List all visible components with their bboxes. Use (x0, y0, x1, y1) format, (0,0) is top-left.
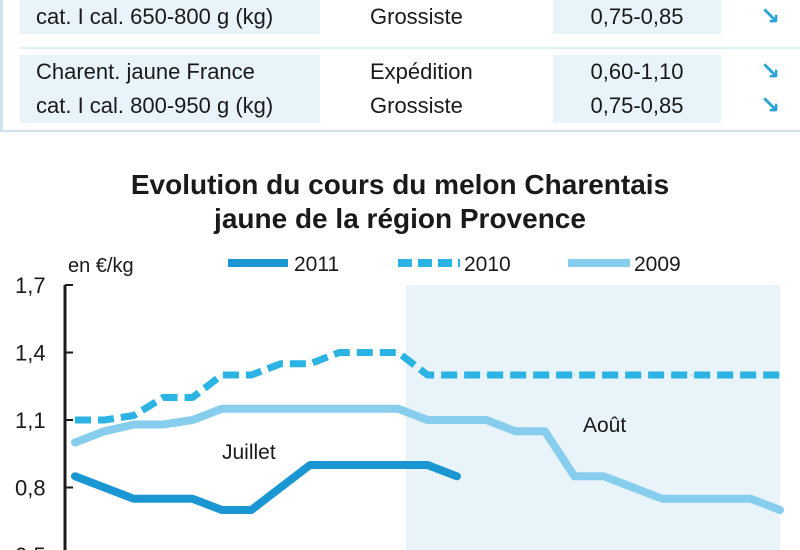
table-row: Charent. jaune France Expédition 0,60-1,… (20, 55, 800, 89)
data-point-2010 (74, 419, 76, 421)
data-point-2010 (662, 374, 663, 376)
data-point-2011 (309, 464, 311, 466)
data-point-2009 (162, 424, 164, 425)
product-cell: Charent. jaune France (20, 55, 320, 89)
data-point-2010 (103, 419, 105, 421)
product-cell: cat. I cal. 650-800 g (kg) (20, 0, 320, 34)
data-point-2011 (338, 464, 340, 466)
price-cell: 0,60-1,10 (553, 55, 721, 89)
data-point-2011 (427, 464, 428, 466)
data-point-2011 (280, 487, 282, 488)
series-line-2011 (71, 461, 461, 514)
data-point-2010 (338, 352, 340, 353)
data-point-2010 (632, 374, 634, 376)
data-point-2010 (779, 374, 781, 376)
down-arrow-icon: ↘ (759, 58, 781, 85)
stage-cell: Grossiste (370, 4, 463, 29)
data-point-2009 (280, 408, 282, 410)
data-point-2009 (544, 430, 546, 432)
table-left-border (0, 0, 3, 132)
data-point-2009 (368, 408, 370, 410)
data-point-2011 (221, 509, 223, 511)
data-point-2010 (309, 363, 311, 365)
data-point-2011 (74, 475, 76, 477)
period-label-august: Août (583, 414, 626, 437)
data-point-2009 (515, 430, 517, 432)
data-point-2010 (162, 397, 164, 398)
data-point-2009 (309, 408, 311, 410)
price-table: cat. I cal. 650-800 g (kg) Grossiste 0,7… (0, 0, 800, 132)
legend-label-2009: 2009 (634, 253, 681, 276)
period-label-july: Juillet (222, 441, 276, 464)
data-point-2009 (397, 408, 399, 410)
data-point-2009 (485, 419, 487, 421)
data-point-2009 (720, 498, 722, 500)
stage-cell: Expédition (370, 59, 473, 84)
chart-title-line2: jaune de la région Provence (214, 203, 586, 234)
data-point-2010 (280, 363, 282, 365)
data-point-2009 (691, 498, 693, 500)
data-point-2011 (456, 475, 458, 477)
data-point-2009 (250, 408, 252, 410)
table-row: cat. I cal. 800-950 g (kg) Grossiste 0,7… (20, 89, 800, 123)
data-point-2010 (691, 374, 693, 376)
down-arrow-icon: ↘ (759, 92, 781, 119)
data-point-2010 (221, 374, 223, 376)
stage-cell: Grossiste (370, 93, 463, 118)
y-tick-label: 1,4 (15, 341, 46, 366)
data-point-2010 (456, 374, 458, 376)
data-point-2009 (456, 419, 458, 421)
y-axis-label: en €/kg (68, 255, 134, 277)
data-point-2011 (250, 509, 252, 511)
price-cell: 0,75-0,85 (553, 89, 721, 123)
data-point-2009 (750, 498, 752, 500)
data-point-2011 (368, 464, 370, 466)
data-point-2009 (603, 475, 605, 477)
data-point-2010 (485, 374, 487, 376)
data-point-2009 (221, 408, 223, 410)
table-bottom-border (0, 130, 800, 132)
data-point-2009 (573, 475, 575, 477)
data-point-2010 (368, 352, 370, 353)
chart-title: Evolution du cours du melon Charentais j… (0, 168, 800, 236)
y-tick-label: 1,7 (15, 273, 46, 298)
data-point-2009 (103, 430, 105, 432)
chart-title-line1: Evolution du cours du melon Charentais (130, 169, 670, 200)
data-point-2011 (133, 498, 135, 500)
product-cell: cat. I cal. 800-950 g (kg) (20, 89, 320, 123)
data-point-2010 (603, 374, 605, 376)
data-point-2011 (397, 464, 399, 466)
data-point-2009 (74, 442, 76, 443)
data-point-2009 (632, 487, 634, 488)
data-point-2011 (192, 498, 193, 500)
data-point-2010 (427, 374, 428, 376)
data-point-2009 (779, 509, 781, 511)
data-point-2010 (720, 374, 722, 376)
price-cell: 0,75-0,85 (553, 0, 721, 34)
data-point-2011 (162, 498, 164, 500)
legend-label-2010: 2010 (464, 253, 511, 276)
data-point-2009 (192, 419, 193, 421)
down-arrow-icon: ↘ (759, 3, 781, 30)
data-point-2010 (397, 352, 399, 353)
y-tick-label: 0,8 (15, 476, 46, 501)
data-point-2009 (662, 498, 663, 500)
data-point-2009 (338, 408, 340, 410)
data-point-2010 (192, 397, 193, 398)
data-point-2010 (573, 374, 575, 376)
legend-label-2011: 2011 (294, 253, 339, 276)
data-point-2010 (750, 374, 752, 376)
row-divider (20, 47, 800, 49)
data-point-2010 (544, 374, 546, 376)
data-point-2010 (250, 374, 252, 376)
y-tick-label: 0,5 (15, 543, 46, 550)
data-point-2011 (103, 487, 105, 488)
data-point-2009 (133, 424, 135, 425)
y-tick-label: 1,1 (15, 408, 46, 433)
data-point-2010 (515, 374, 517, 376)
data-point-2009 (427, 419, 428, 421)
data-point-2010 (133, 415, 135, 416)
table-row: cat. I cal. 650-800 g (kg) Grossiste 0,7… (20, 0, 800, 34)
